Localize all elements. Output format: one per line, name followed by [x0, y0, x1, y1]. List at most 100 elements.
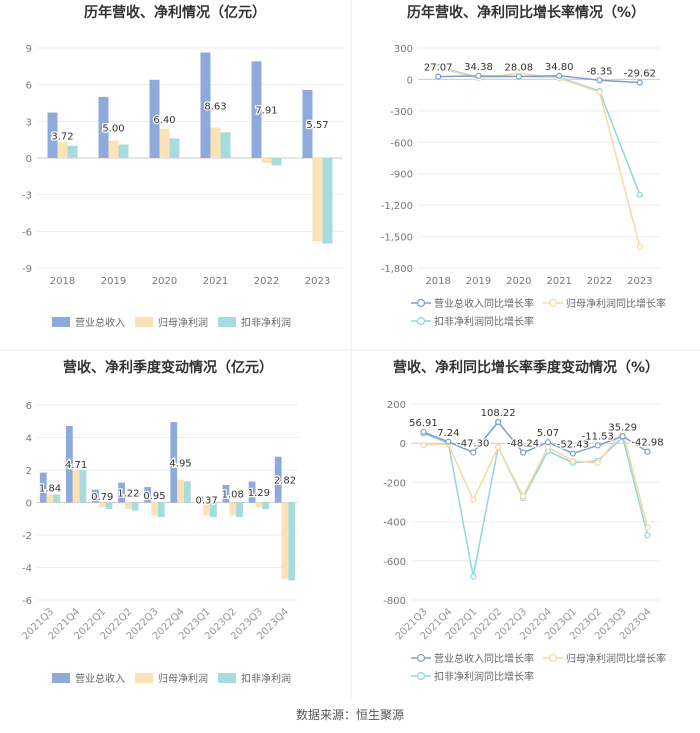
bar-net-profit: [46, 494, 54, 503]
legend-swatch-marker: [416, 316, 426, 326]
series-point: [519, 493, 527, 500]
x-tick-label: 2022: [587, 276, 612, 287]
legend-swatch: [135, 673, 153, 683]
x-tick-label: 2020: [506, 276, 531, 287]
data-label: 0.79: [91, 492, 113, 503]
legend-swatch: [218, 673, 236, 683]
legend-label: 营业总收入: [75, 316, 125, 329]
y-tick-label: -4: [22, 564, 32, 575]
data-label: 0.95: [143, 491, 165, 502]
data-label: 7.24: [437, 428, 459, 439]
bar-net-profit: [124, 502, 132, 509]
series-line-1: [423, 429, 649, 528]
data-label: 1.84: [39, 484, 61, 495]
y-tick-label: 0: [26, 499, 32, 510]
y-tick-label: -6: [22, 596, 32, 607]
bar-deducted-profit: [262, 502, 270, 509]
legend-swatch: [218, 317, 236, 327]
bar-deducted-profit: [79, 470, 87, 503]
series-point: [544, 444, 552, 451]
y-tick-label: 200: [387, 400, 406, 411]
bar-net-profit: [98, 502, 106, 508]
chart-annual-growth-rate: 历年营收、净利同比增长率情况（%） 300 0 -300 -600 -900 -1,200 -…: [381, 4, 666, 328]
y-tick-label: -600: [383, 557, 406, 568]
legend-label: 归母净利润同比增长率: [566, 652, 666, 665]
legend-swatch: [52, 317, 70, 327]
bar-revenue: [92, 489, 99, 503]
y-tick-label: -800: [383, 596, 406, 607]
bar-revenue: [144, 487, 152, 503]
bar-deducted-profit: [53, 494, 61, 503]
data-label: 28.08: [505, 62, 534, 73]
chart-title: 营收、净利同比增长率季度变动情况（%）: [393, 359, 659, 376]
x-tick-label: 2019: [101, 276, 126, 287]
legend-label: 扣非净利润同比增长率: [434, 315, 534, 328]
data-label: 1.08: [222, 490, 244, 501]
bar-revenue: [200, 52, 211, 159]
series-point: [594, 459, 601, 466]
data-label: 7.91: [255, 106, 277, 117]
chart-quarterly-revenue-profit: 营收、净利季度变动情况（亿元）6420-2-4-62021Q32021Q4202…: [20, 359, 298, 685]
y-tick-label: -900: [390, 170, 413, 181]
data-label: -47.30: [457, 438, 489, 449]
bar-revenue: [196, 496, 204, 503]
legend-swatch: [135, 317, 153, 327]
y-tick-label: -1,800: [381, 264, 413, 275]
data-label: 8.63: [204, 101, 226, 112]
x-tick-label: 2020: [152, 276, 177, 287]
series-point: [644, 448, 651, 455]
series-point: [495, 444, 502, 451]
legend-swatch: [52, 673, 70, 683]
x-tick-label: 2018: [50, 276, 75, 287]
y-tick-label: -1,200: [381, 201, 413, 212]
bar-net-profit: [72, 470, 80, 503]
data-label: 5.00: [102, 123, 124, 134]
data-label: 27.07: [424, 63, 453, 74]
bar-net-profit: [261, 158, 272, 163]
chart-title: 历年营收、净利同比增长率情况（%）: [407, 4, 645, 21]
data-label: -29.62: [624, 69, 656, 80]
bar-net-profit: [108, 140, 119, 158]
series-line-2: [423, 432, 649, 577]
series-point: [470, 573, 477, 580]
x-tick-label: 2023: [305, 276, 330, 287]
legend-label: 归母净利润: [158, 316, 208, 329]
data-label: 5.57: [306, 120, 328, 131]
data-label: -52.43: [557, 439, 589, 450]
series-point: [445, 438, 452, 445]
series-point: [619, 433, 626, 440]
bar-revenue: [47, 112, 58, 158]
y-tick-label: -3: [22, 191, 32, 202]
legend-label: 扣非净利润: [241, 316, 291, 329]
bar-revenue: [170, 422, 178, 503]
y-tick-label: 9: [26, 44, 32, 55]
bar-net-profit: [177, 479, 184, 503]
chart-quarterly-growth-rate: 营收、净利同比增长率季度变动情况（%）2000-200-400-600-8002…: [383, 359, 666, 683]
bar-net-profit: [159, 128, 170, 158]
y-tick-label: 0: [407, 75, 413, 86]
bar-revenue: [39, 472, 47, 503]
legend-swatch-marker: [416, 298, 426, 308]
bar-deducted-profit: [118, 144, 129, 158]
bar-net-profit: [203, 502, 211, 516]
data-label: 2.82: [274, 476, 296, 487]
series-point: [475, 72, 482, 79]
series-point: [569, 450, 576, 457]
bar-deducted-profit: [183, 481, 191, 503]
data-label: 4.71: [65, 460, 87, 471]
data-label: 1.22: [117, 489, 139, 500]
series-point: [515, 73, 522, 80]
y-tick-label: -400: [383, 518, 406, 529]
series-point: [470, 496, 477, 504]
series-point: [420, 442, 427, 449]
data-label: 34.80: [545, 62, 574, 73]
bar-deducted-profit: [67, 145, 78, 158]
bar-deducted-profit: [236, 502, 243, 518]
series-point: [519, 449, 527, 456]
series-line-1: [437, 67, 641, 248]
y-tick-label: 300: [394, 44, 413, 55]
data-label: 1.29: [248, 488, 270, 499]
data-label: -8.35: [587, 66, 613, 77]
x-tick-label: 2018: [425, 276, 450, 287]
